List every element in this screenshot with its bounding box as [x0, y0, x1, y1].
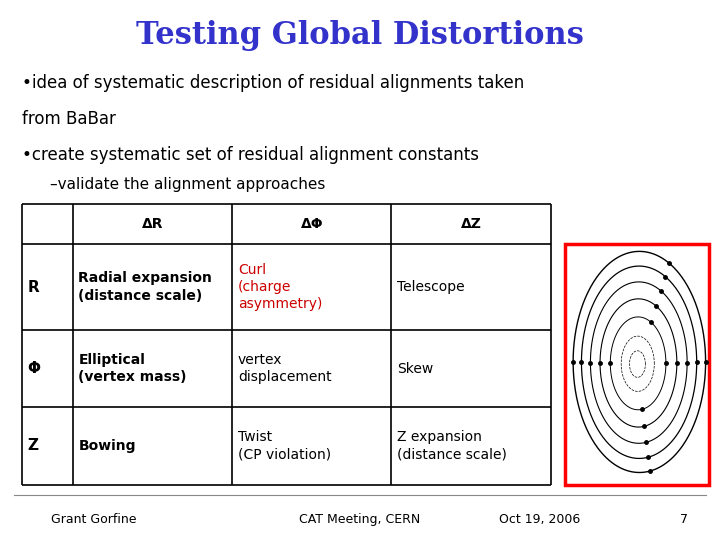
Text: •idea of systematic description of residual alignments taken: •idea of systematic description of resid…: [22, 75, 524, 92]
Text: 7: 7: [680, 513, 688, 526]
Text: ΔR: ΔR: [142, 217, 163, 231]
Text: –validate the alignment approaches: –validate the alignment approaches: [50, 177, 325, 192]
Text: Z expansion
(distance scale): Z expansion (distance scale): [397, 430, 507, 462]
Text: vertex
displacement: vertex displacement: [238, 353, 331, 384]
Text: Telescope: Telescope: [397, 280, 465, 294]
Text: Grant Gorfine: Grant Gorfine: [51, 513, 136, 526]
Text: Curl
(charge
asymmetry): Curl (charge asymmetry): [238, 263, 323, 312]
Bar: [565, 244, 709, 484]
Text: CAT Meeting, CERN: CAT Meeting, CERN: [300, 513, 420, 526]
Text: from BaBar: from BaBar: [22, 110, 115, 128]
Text: Skew: Skew: [397, 362, 433, 376]
Text: ΔZ: ΔZ: [461, 217, 482, 231]
Text: R: R: [27, 280, 39, 295]
Text: •create systematic set of residual alignment constants: •create systematic set of residual align…: [22, 146, 479, 164]
Text: Radial expansion
(distance scale): Radial expansion (distance scale): [78, 272, 212, 303]
Text: Φ: Φ: [27, 361, 40, 376]
Text: ΔΦ: ΔΦ: [300, 217, 323, 231]
Text: Elliptical
(vertex mass): Elliptical (vertex mass): [78, 353, 187, 384]
Text: Bowing: Bowing: [78, 439, 136, 453]
Text: Z: Z: [27, 438, 38, 454]
Text: Testing Global Distortions: Testing Global Distortions: [136, 19, 584, 51]
Text: Twist
(CP violation): Twist (CP violation): [238, 430, 331, 462]
Text: Oct 19, 2006: Oct 19, 2006: [500, 513, 580, 526]
